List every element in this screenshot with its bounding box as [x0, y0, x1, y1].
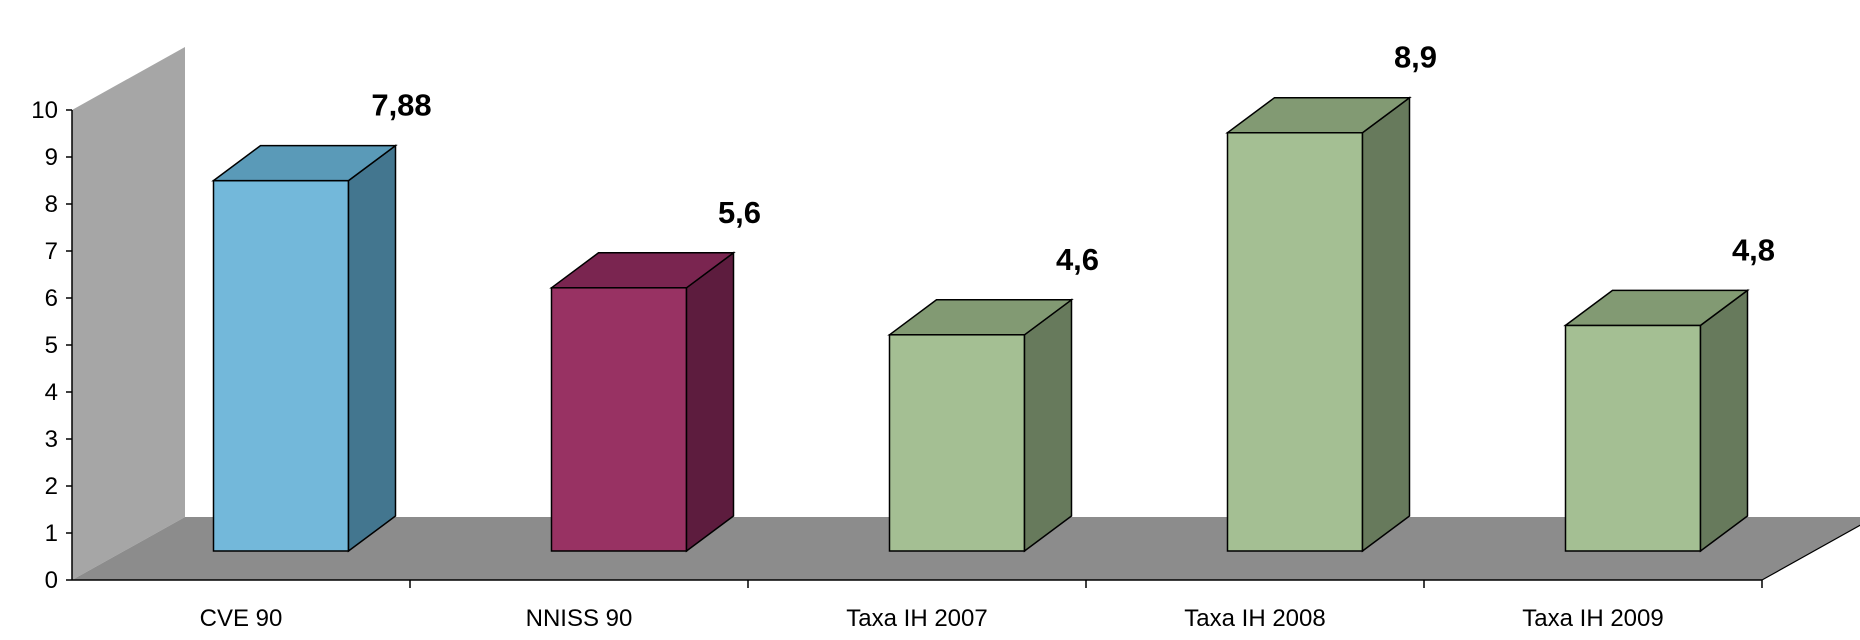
category-label: NNISS 90 — [526, 605, 633, 632]
bar-side — [1023, 298, 1073, 553]
bar — [1225, 96, 1412, 553]
bar-side — [1699, 288, 1749, 553]
data-label: 5,6 — [718, 195, 761, 230]
bar-side — [685, 251, 735, 553]
bar-top — [1225, 96, 1412, 134]
bar — [211, 144, 398, 553]
data-label: 7,88 — [371, 88, 431, 123]
bar-top — [549, 252, 736, 289]
category-label: CVE 90 — [200, 605, 283, 632]
y-tick-label: 2 — [45, 473, 58, 500]
bar — [887, 298, 1074, 553]
data-label: 4,6 — [1056, 242, 1099, 277]
data-label: 8,9 — [1394, 40, 1437, 75]
chart-bars — [211, 96, 1750, 553]
category-label: Taxa IH 2007 — [846, 605, 987, 632]
bar — [1563, 288, 1750, 553]
bar-top — [211, 144, 398, 182]
y-tick-label: 8 — [45, 191, 58, 218]
chart-axes: 0 1 2 3 4 5 6 7 8 9 10 — [31, 97, 1860, 594]
y-tick-label: 5 — [45, 332, 58, 359]
bar-front — [1564, 324, 1702, 552]
bar-side — [1361, 96, 1411, 553]
bar-front — [550, 287, 688, 552]
y-tick-label: 0 — [45, 567, 58, 594]
y-tick-label: 3 — [45, 426, 58, 453]
y-tick-label: 1 — [45, 520, 58, 547]
y-tick-label: 6 — [45, 285, 58, 312]
bar-side — [347, 144, 397, 553]
y-tick-label: 7 — [45, 238, 58, 265]
bar — [549, 251, 736, 553]
bar-top — [1563, 289, 1750, 327]
bar-front — [1226, 131, 1364, 552]
category-label: Taxa IH 2008 — [1184, 605, 1325, 632]
chart-back-wall — [72, 47, 185, 580]
bar-front — [888, 334, 1026, 552]
category-label: Taxa IH 2009 — [1522, 605, 1663, 632]
floor-edge — [1761, 524, 1860, 581]
y-tick-label: 9 — [45, 144, 58, 171]
bar-top — [887, 299, 1074, 336]
y-tick-label: 4 — [45, 379, 58, 406]
chart-labels: 7,88 CVE 90 5,6 NNISS 90 4,6 Taxa IH 2007 8,9 T… — [200, 40, 1775, 632]
bar-front — [212, 179, 350, 552]
y-tick-label: 10 — [31, 97, 58, 124]
data-label: 4,8 — [1732, 232, 1775, 267]
